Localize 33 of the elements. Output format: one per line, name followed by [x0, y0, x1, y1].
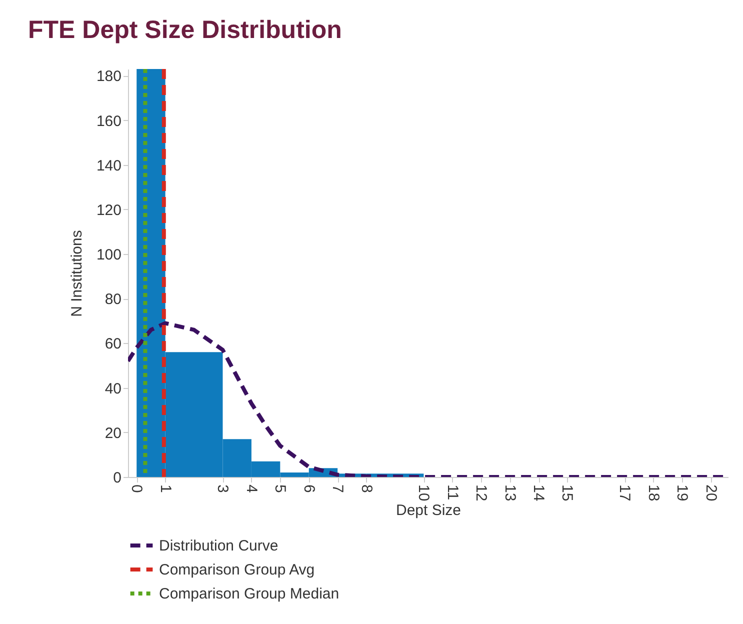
- x-tick-label: 3: [214, 484, 232, 493]
- x-tick-label: 11: [444, 484, 461, 500]
- x-tick-label: 17: [616, 484, 634, 502]
- y-tick-label: 20: [104, 424, 122, 442]
- x-tick-label: 5: [272, 484, 289, 493]
- chart-title: FTE Dept Size Distribution: [28, 16, 342, 44]
- x-tick-label: 20: [702, 484, 720, 502]
- x-tick-label: 4: [242, 484, 260, 493]
- x-tick-label: 12: [472, 484, 490, 502]
- x-tick-label: 7: [329, 484, 346, 493]
- x-tick-label: 0: [128, 484, 146, 493]
- x-tick-label: 8: [358, 484, 375, 493]
- y-tick-label: 140: [96, 157, 122, 174]
- x-tick-label: 14: [530, 484, 548, 502]
- y-tick-label: 80: [104, 291, 122, 308]
- x-tick-label: 19: [674, 484, 691, 502]
- y-tick-label: 60: [104, 336, 122, 353]
- y-tick-label: 160: [96, 112, 122, 130]
- y-tick-label: 180: [96, 68, 122, 86]
- legend-label: Comparison Group Avg: [159, 562, 315, 578]
- y-axis-title: N Institutions: [68, 230, 86, 317]
- x-tick-label: 6: [300, 484, 318, 493]
- x-axis-title: Dept Size: [396, 502, 462, 520]
- y-tick-label: 100: [96, 246, 122, 264]
- legend-label: Distribution Curve: [159, 538, 278, 554]
- legend-label: Comparison Group Median: [159, 586, 340, 602]
- x-tick-label: 10: [415, 484, 432, 502]
- x-tick-label: 13: [501, 484, 518, 502]
- y-tick-label: 40: [104, 380, 122, 398]
- x-tick-label: 18: [644, 484, 662, 502]
- x-tick-label: 15: [558, 484, 576, 502]
- x-tick-label: 1: [156, 484, 174, 493]
- y-tick-label: 120: [96, 202, 122, 219]
